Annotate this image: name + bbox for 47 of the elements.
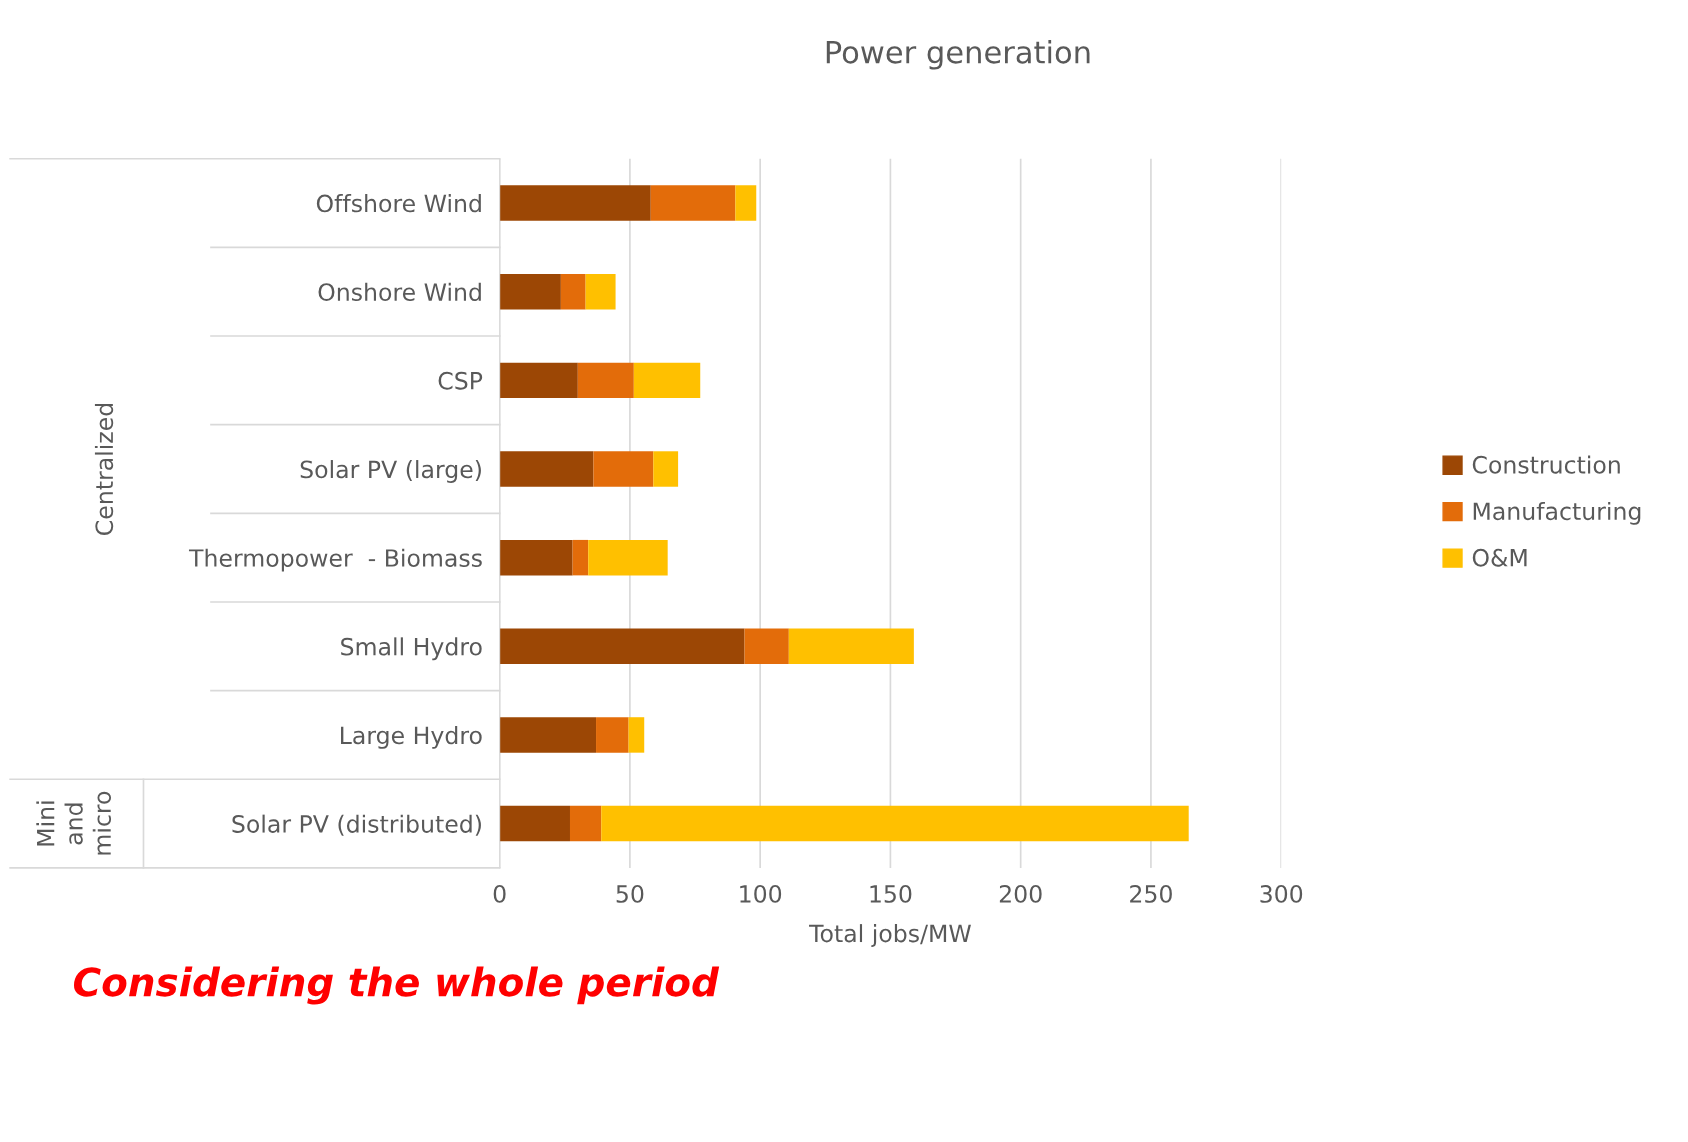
bar <box>588 539 668 576</box>
y-tick-label: Offshore Wind <box>316 194 481 213</box>
bar <box>499 362 578 399</box>
x-tick-label: 250 <box>1130 885 1172 903</box>
bar <box>569 805 602 842</box>
x-axis-title: Total jobs/MW <box>809 924 971 947</box>
x-tick-label: 300 <box>1260 885 1303 903</box>
x-tick-label: 100 <box>740 885 782 903</box>
text: Considering the whole period <box>73 966 720 1005</box>
y-tick-label: Large Hydro <box>341 725 482 749</box>
y-tick-label: Small Hydro <box>341 637 482 661</box>
bar <box>499 539 573 576</box>
bar <box>653 451 679 487</box>
bar <box>499 185 651 221</box>
bar <box>650 185 736 221</box>
y-tick-label: CSP <box>438 371 483 390</box>
x-tick-label: 150 <box>870 885 912 903</box>
legend-label: Construction <box>1472 455 1620 474</box>
bar <box>628 717 645 753</box>
legend-label: O&M <box>1472 548 1527 567</box>
bar <box>577 362 634 399</box>
bar <box>633 362 701 399</box>
bar <box>788 628 914 665</box>
bar <box>499 273 561 310</box>
bar <box>499 628 745 665</box>
x-tick-label: 200 <box>999 885 1042 903</box>
y-tick-label: Solar PV (distributed) <box>232 814 481 836</box>
y-tick-label: Onshore Wind <box>318 282 481 302</box>
bar <box>499 717 597 753</box>
bar <box>593 451 654 487</box>
legend-label: Manufacturing <box>1473 501 1641 525</box>
bar <box>744 628 789 665</box>
bar <box>585 273 616 310</box>
bar <box>601 805 1189 842</box>
x-tick-label: 0 <box>493 885 506 903</box>
bar <box>499 805 570 842</box>
bar <box>572 539 589 576</box>
text: Centralized <box>94 403 114 535</box>
y-tick-label: Solar PV (large) <box>300 460 481 483</box>
bar <box>735 185 757 221</box>
bar <box>560 273 586 310</box>
y-tick-label: Thermopower - Biomass <box>188 548 482 572</box>
chart-title: Power generation <box>826 40 1090 70</box>
bar <box>596 717 629 753</box>
bar <box>499 451 594 487</box>
x-tick-label: 50 <box>616 885 644 903</box>
text: Mini and micro <box>36 791 112 855</box>
